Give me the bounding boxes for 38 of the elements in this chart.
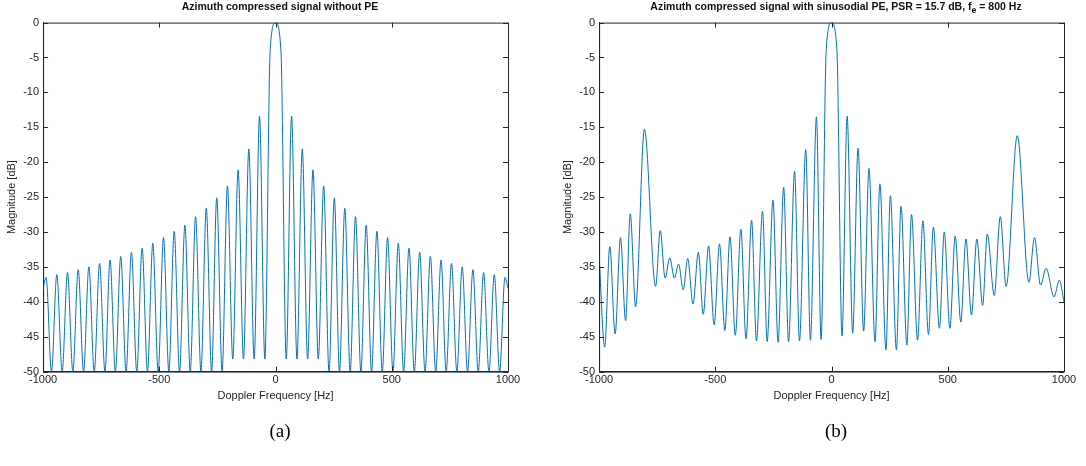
y-tick-label: -40 [23, 294, 40, 307]
y-tick-label: -5 [29, 50, 40, 63]
x-tick-label: 0 [272, 373, 279, 386]
text: (b) [823, 420, 849, 442]
y-axis-title: Magnitude [dB] [4, 160, 17, 235]
y-tick-label: -30 [23, 225, 40, 238]
y-tick-label: -25 [579, 190, 596, 203]
x-tick-label: 500 [938, 373, 957, 386]
y-tick-label: -5 [585, 50, 596, 63]
y-tick-label: -45 [579, 329, 596, 342]
line-series [599, 22, 1064, 351]
x-tick-label: 1000 [1051, 373, 1077, 386]
chart-title: Azimuth compressed signal without PE [180, 0, 380, 12]
y-tick-label: -20 [579, 155, 596, 168]
y-tick-label: -15 [23, 120, 40, 133]
x-tick-label: 0 [828, 373, 835, 386]
y-tick-label: -30 [579, 225, 596, 238]
y-tick-label: -15 [579, 120, 596, 133]
y-axis-title: Magnitude [dB] [560, 160, 573, 235]
x-axis-title: Doppler Frequency [Hz] [773, 389, 890, 402]
y-tick-label: 0 [32, 15, 40, 28]
line-series [43, 22, 508, 372]
x-tick-label: -500 [704, 373, 727, 386]
y-tick-label: -20 [23, 155, 40, 168]
text: (a) [268, 420, 292, 442]
y-tick-label: -10 [23, 85, 40, 98]
x-tick-label: 1000 [495, 373, 521, 386]
y-tick-label: -40 [579, 294, 596, 307]
chart-title: Azimuth compressed signal with sinusodial PE, PSR = 15.7 dB, f$_{e}$ = 800 Hz [649, 0, 1023, 16]
y-tick-label: -10 [579, 85, 596, 98]
y-tick-label: -25 [23, 190, 40, 203]
y-tick-label: -45 [23, 329, 40, 342]
y-tick-label: -35 [23, 259, 40, 272]
y-tick-label: -35 [579, 259, 596, 272]
x-tick-label: -500 [148, 373, 171, 386]
y-tick-label: 0 [588, 15, 596, 28]
x-axis-title: Doppler Frequency [Hz] [217, 389, 334, 402]
x-tick-label: 500 [382, 373, 401, 386]
